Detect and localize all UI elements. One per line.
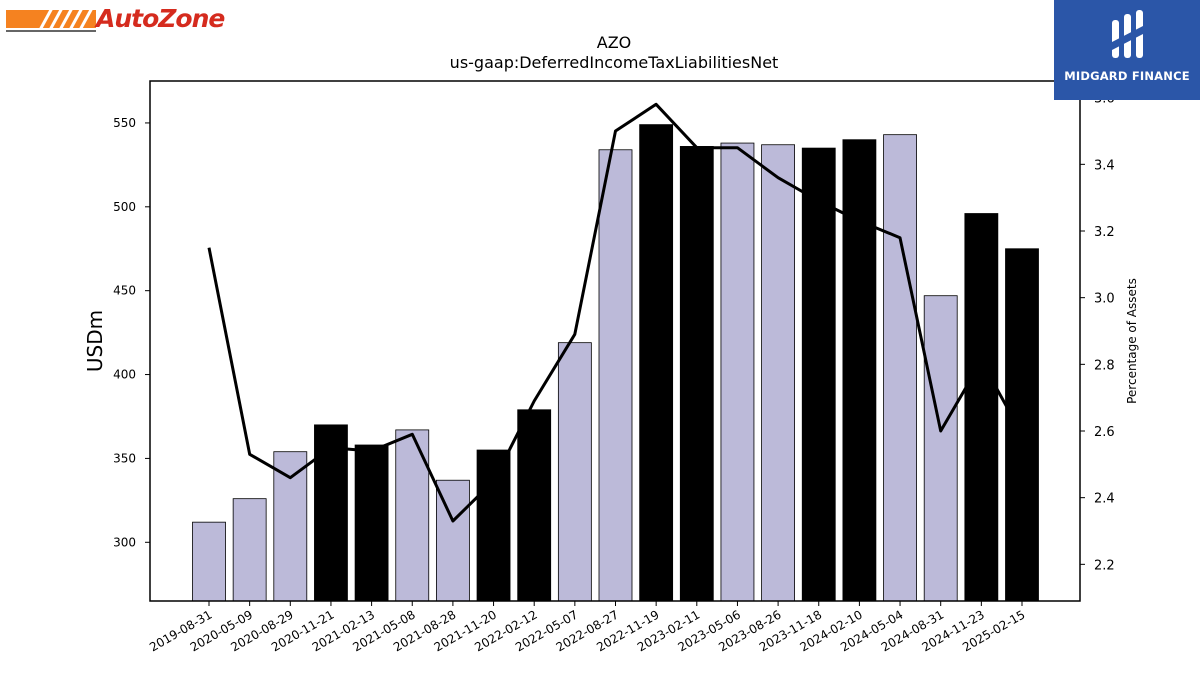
bar-group	[192, 124, 1039, 602]
y-tick-label: 550	[113, 116, 136, 130]
bar	[964, 213, 999, 602]
bar	[639, 124, 674, 602]
bar	[314, 424, 348, 602]
y2-tick-label: 2.6	[1094, 425, 1115, 440]
bar	[273, 451, 308, 602]
bar	[192, 521, 226, 602]
bar	[923, 295, 958, 602]
midgard-emblem-icon	[1112, 10, 1143, 58]
y-tick-label: 300	[113, 535, 136, 549]
y2-axis-ticks: 2.22.42.62.83.03.23.43.6	[1080, 92, 1115, 573]
bar	[883, 134, 917, 602]
y2-tick-label: 3.2	[1094, 225, 1115, 240]
y2-axis-label: Percentage of Assets	[1125, 278, 1139, 404]
bar	[557, 342, 592, 602]
bar	[761, 144, 795, 602]
bar	[232, 498, 267, 602]
y-tick-label: 500	[113, 200, 136, 214]
autozone-logo: AutoZone	[6, 4, 232, 34]
chart-title: AZO	[597, 33, 632, 52]
bar	[598, 149, 633, 602]
y2-tick-label: 2.8	[1094, 358, 1115, 373]
y-axis-ticks: 300 350 400 450 500 550	[113, 116, 150, 549]
y-tick-label: 350	[113, 451, 136, 465]
bar	[354, 444, 389, 602]
y-axis-label: USDm	[83, 310, 107, 372]
bar	[842, 139, 877, 602]
y-tick-label: 450	[113, 284, 136, 298]
line-group	[207, 102, 1024, 523]
y2-tick-label: 2.2	[1094, 558, 1115, 573]
y2-tick-label: 2.4	[1094, 492, 1115, 507]
bar	[476, 449, 511, 602]
midgard-finance-logo: MIDGARD FINANCE	[1054, 0, 1200, 100]
midgard-wordmark: MIDGARD FINANCE	[1064, 69, 1190, 83]
autozone-stripes-icon	[6, 7, 98, 32]
bar	[801, 147, 836, 602]
bar	[679, 146, 714, 602]
bar	[720, 142, 755, 602]
bar	[517, 409, 552, 602]
pct-assets-line	[207, 102, 1024, 523]
bar	[1005, 248, 1039, 602]
y-tick-label: 400	[113, 368, 136, 382]
autozone-wordmark: AutoZone	[96, 4, 225, 33]
y2-tick-label: 3.0	[1094, 292, 1115, 307]
x-axis-ticks: 2019-08-312020-05-092020-08-292020-11-21…	[147, 601, 1028, 654]
chart-subtitle: us-gaap:DeferredIncomeTaxLiabilitiesNet	[450, 53, 779, 72]
y2-tick-label: 3.4	[1094, 158, 1115, 173]
